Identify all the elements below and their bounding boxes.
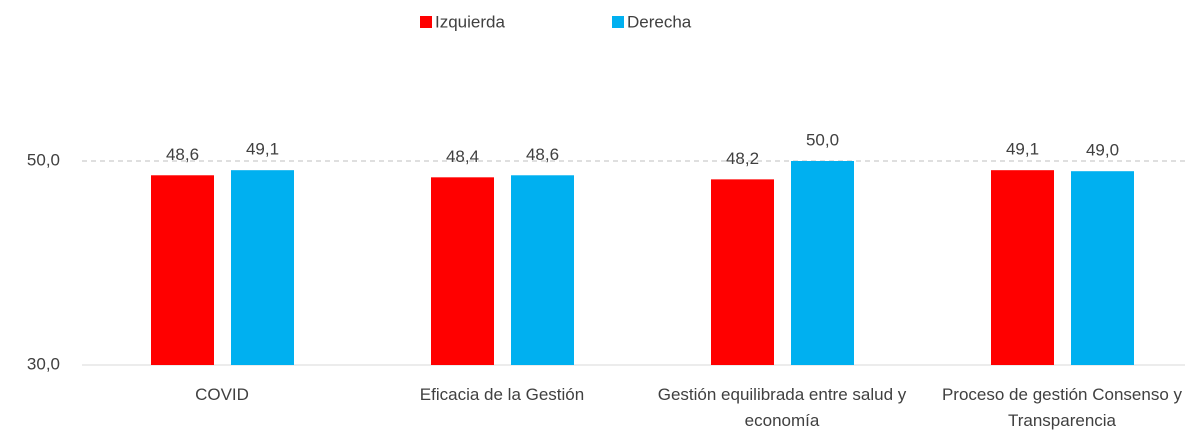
legend-swatch (420, 16, 432, 28)
legend-label: Izquierda (435, 12, 505, 31)
bar (991, 170, 1054, 365)
y-tick-label: 50,0 (27, 150, 60, 169)
bar (711, 179, 774, 365)
bar (791, 161, 854, 365)
value-label: 50,0 (806, 130, 839, 149)
legend-label: Derecha (627, 12, 692, 31)
bar (231, 170, 294, 365)
x-tick-label: Gestión equilibrada entre salud y econom… (657, 385, 907, 430)
value-label: 48,2 (726, 149, 759, 168)
value-label: 48,6 (526, 145, 559, 164)
bar (431, 177, 494, 365)
x-tick-label: Proceso de gestión Consenso y Transparen… (941, 385, 1183, 430)
bar (511, 175, 574, 365)
y-tick-label: 30,0 (27, 354, 60, 373)
value-label: 49,0 (1086, 141, 1119, 160)
bar (151, 175, 214, 365)
value-label: 49,1 (246, 140, 279, 159)
value-label: 48,4 (446, 147, 479, 166)
legend-swatch (612, 16, 624, 28)
x-tick-label: COVID (195, 385, 249, 404)
bar (1071, 171, 1134, 365)
value-label: 49,1 (1006, 140, 1039, 159)
x-tick-label: Eficacia de la Gestión (419, 385, 585, 404)
value-label: 48,6 (166, 145, 199, 164)
